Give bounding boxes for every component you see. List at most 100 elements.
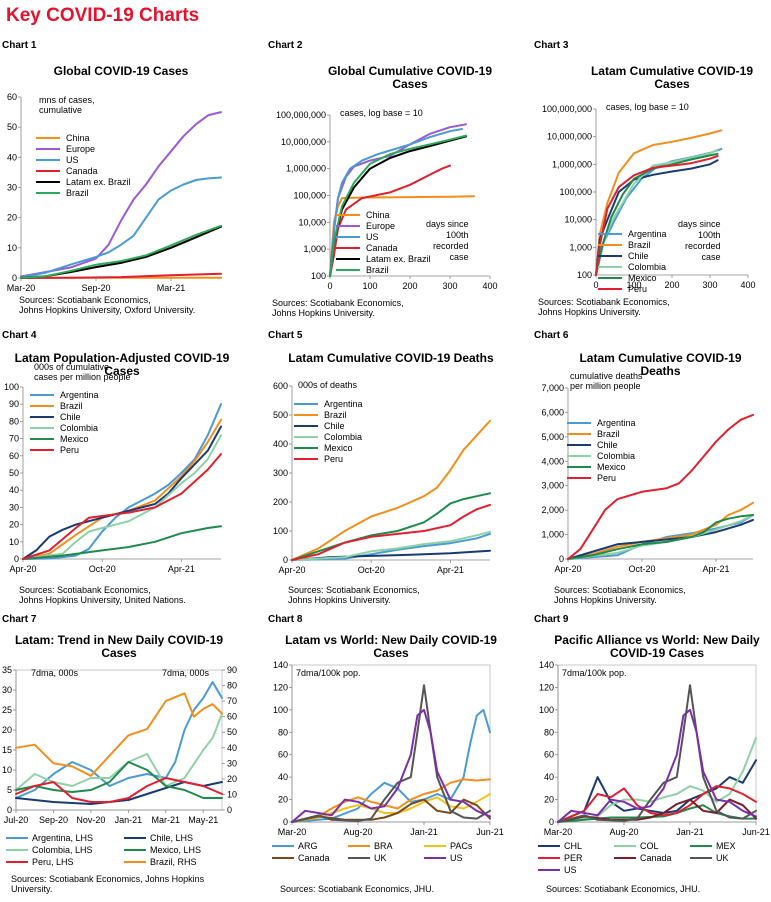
legend-swatch — [36, 136, 60, 139]
source-line: Sources: Scotiabank Economics, — [554, 585, 686, 595]
y-tick-label: 100 — [539, 705, 554, 715]
unit-note-right-line: 7dma, 000s — [162, 668, 210, 678]
legend-item: UK — [348, 852, 424, 863]
legend-swatch — [30, 415, 54, 418]
chart-label: Chart 3 — [534, 40, 569, 51]
y-tick-label: 100,000,000 — [542, 104, 592, 114]
x-axis-unit-note-line: recorded — [685, 241, 721, 251]
legend-label: CHL — [564, 840, 583, 851]
y2-tick-label: 0 — [227, 805, 232, 815]
legend-item: Europe — [336, 220, 431, 231]
legend-item: Europe — [36, 143, 131, 154]
legend-label: Chile — [628, 250, 649, 261]
x-axis-unit-note-line: case — [701, 252, 721, 262]
x-tick-label: Oct-20 — [628, 564, 655, 574]
source-note: Sources: Scotiabank Economics, Johns Hopk… — [19, 585, 186, 605]
unit-note-line: 000s of deaths — [298, 380, 358, 390]
series-line-us — [20, 176, 222, 279]
series-line-chile — [567, 518, 754, 560]
legend-swatch — [36, 147, 60, 150]
unit-note: cases, log base = 10 — [340, 108, 423, 118]
source-line: Johns Hopkins University. — [538, 307, 641, 317]
x-tick-label: Jun-21 — [476, 827, 504, 837]
y-tick-label: 60 — [278, 750, 288, 760]
legend-label: Mexico — [628, 272, 657, 283]
legend-label: Mexico — [597, 461, 626, 472]
legend-label: US — [450, 852, 463, 863]
legend-swatch — [598, 243, 622, 246]
legend-item: Peru — [598, 283, 667, 294]
legend-label: Brazil — [324, 409, 347, 420]
legend-item: Chile, LHS — [124, 832, 242, 843]
legend-label: Canada — [366, 242, 398, 253]
legend-swatch — [272, 856, 294, 859]
legend-item: Peru — [567, 472, 636, 483]
y-tick-label: 200 — [273, 497, 288, 507]
series-line-brazil — [595, 129, 723, 276]
series-line-argentina-lhs — [15, 681, 223, 799]
series-line-uk — [291, 684, 491, 823]
legend-item: BRA — [348, 840, 424, 851]
y-tick-label: 40 — [7, 152, 17, 162]
legend-item: Canada — [614, 852, 690, 863]
source-note: Sources: Scotiabank Economics, Johns Hop… — [11, 874, 204, 894]
y-tick-label: 0 — [283, 555, 288, 565]
unit-note-line: 000s of cumulative — [34, 362, 110, 372]
legend-label: Argentina, LHS — [32, 832, 94, 843]
series-line-brazil — [567, 501, 754, 560]
legend-label: Argentina — [597, 417, 636, 428]
y-tick-label: 50 — [7, 122, 17, 132]
chart-panel-6: Chart 6 Latam Cumulative COVID-19 Deaths 0… — [534, 330, 771, 612]
y-tick-label: 2,000 — [541, 505, 564, 515]
source-line: Johns Hopkins University. — [288, 595, 391, 605]
y-tick-label: 40 — [9, 485, 19, 495]
series-line-mexico — [567, 514, 754, 560]
legend-swatch — [598, 265, 622, 268]
y-tick-label: 500 — [273, 410, 288, 420]
source-line: Sources: Scotiabank Economics, JHU. — [280, 884, 435, 894]
legend-swatch — [30, 437, 54, 440]
source-line: Johns Hopkins University. — [272, 308, 375, 318]
source-line: Sources: Scotiabank Economics, — [19, 295, 151, 305]
legend-label: BRA — [374, 840, 393, 851]
legend-label: Canada — [66, 165, 98, 176]
y-tick-label: 600 — [273, 381, 288, 391]
x-axis-unit-note-line: 100th — [446, 230, 469, 240]
chart-panel-3: Chart 3 Latam Cumulative COVID-19 Cases 10… — [534, 40, 771, 325]
legend-swatch — [567, 476, 591, 479]
legend-swatch — [424, 844, 446, 847]
legend-item: US — [424, 852, 500, 863]
x-axis-unit-note: days since 100th recorded case — [426, 219, 469, 263]
y-tick-label: 60 — [7, 92, 17, 102]
source-note: Sources: Scotiabank Economics, Johns Hopk… — [272, 298, 404, 318]
source-note: Sources: Scotiabank Economics, Johns Hopk… — [288, 585, 420, 605]
legend: Argentina Brazil Chile Colombia Mexico Peru — [30, 389, 99, 455]
x-axis-unit-note-line: case — [449, 252, 469, 262]
legend-item: Latam ex. Brazil — [336, 253, 431, 264]
legend-swatch — [538, 856, 560, 859]
legend-item: Brazil — [294, 409, 363, 420]
legend-label: Colombia, LHS — [32, 844, 93, 855]
legend-swatch — [6, 848, 28, 851]
chart-title: Pacific Alliance vs World: New Daily COV… — [554, 633, 760, 660]
legend-label: ARG — [298, 840, 318, 851]
unit-note-right: 7dma, 000s — [162, 668, 209, 678]
legend-label: Chile — [60, 411, 81, 422]
legend-swatch — [294, 435, 318, 438]
series-line-uk — [557, 684, 757, 823]
series-line-mexico — [595, 152, 719, 276]
source-line: Sources: Scotiabank Economics, — [272, 298, 404, 308]
y-tick-label: 100 — [4, 382, 19, 392]
y-tick-label: 10,000 — [298, 217, 326, 227]
legend-label: Mexico, LHS — [150, 844, 202, 855]
legend-item: Brazil, RHS — [124, 856, 242, 867]
legend-item: Brazil — [36, 187, 131, 198]
y-tick-label: 10 — [9, 537, 19, 547]
legend-swatch — [124, 848, 146, 851]
chart-title: Latam Cumulative COVID-19 Deaths — [579, 351, 742, 378]
x-tick-label: 300 — [702, 280, 717, 290]
legend-label: China — [66, 132, 90, 143]
legend: ARG BRA PACs Canada UK US — [272, 840, 500, 863]
legend-swatch — [567, 465, 591, 468]
legend-item: Argentina — [598, 228, 667, 239]
